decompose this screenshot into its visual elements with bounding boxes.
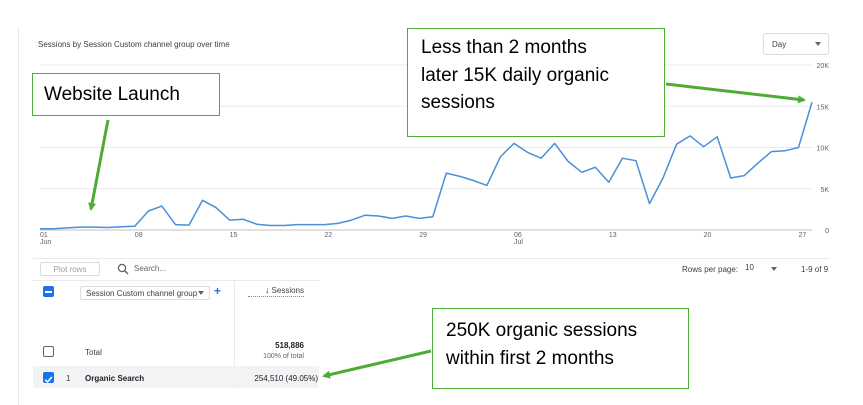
total-sessions-value: 518,886	[275, 341, 304, 350]
chevron-down-icon	[815, 42, 821, 46]
sessions-column-header[interactable]: ↓ Sessions	[248, 285, 304, 297]
x-tick-sublabel: Jul	[514, 239, 523, 246]
pagination-text: 1-9 of 9	[801, 265, 829, 274]
x-tick-label: 22	[324, 232, 332, 239]
rows-per-page-label: Rows per page:	[682, 265, 739, 274]
two-fifty-k-sessions-callout: 250K organic sessions within first 2 mon…	[432, 308, 689, 389]
y-tick-label: 15K	[817, 104, 830, 111]
sort-down-arrow-icon: ↓	[265, 285, 270, 295]
row-checkbox-checked[interactable]	[43, 372, 54, 384]
granularity-value: Day	[772, 39, 787, 49]
y-tick-label: 0	[825, 228, 829, 235]
dimension-label: Session Custom channel group	[86, 288, 198, 298]
x-tick-label: 20	[704, 232, 712, 239]
total-percentage: 100% of total	[263, 353, 304, 360]
sessions-series-line	[40, 101, 813, 230]
toolbar-divider	[33, 258, 830, 259]
rows-per-page-select[interactable]: 10	[745, 263, 783, 275]
table-header-divider	[33, 280, 319, 281]
x-tick-label: 15	[230, 232, 238, 239]
row-channel-name[interactable]: Organic Search	[85, 374, 145, 383]
left-divider	[18, 28, 19, 405]
x-tick-label: 27	[798, 232, 806, 239]
two-fifty-k-arrow	[322, 349, 432, 379]
select-all-checkbox[interactable]	[43, 286, 54, 297]
chart-title: Sessions by Session Custom channel group…	[38, 40, 230, 49]
fifteen-k-sessions-callout: Less than 2 months later 15K daily organ…	[407, 28, 665, 137]
x-tick-label: 06	[514, 232, 522, 239]
checkmark-icon	[44, 376, 53, 384]
row-sessions-value: 254,510 (49.05%)	[254, 374, 318, 383]
search-input[interactable]	[134, 262, 294, 275]
sessions-header-label: Sessions	[271, 286, 304, 295]
y-tick-label: 5K	[820, 187, 829, 194]
total-label: Total	[85, 348, 102, 357]
total-row-checkbox[interactable]	[43, 346, 54, 357]
y-tick-label: 10K	[817, 146, 830, 153]
y-tick-label: 20K	[817, 63, 830, 70]
column-divider	[234, 281, 235, 389]
chevron-down-icon	[771, 267, 777, 271]
x-tick-sublabel: Jun	[40, 239, 51, 246]
website-launch-callout: Website Launch	[32, 73, 220, 116]
table-row[interactable]	[33, 366, 319, 388]
search-icon	[117, 263, 129, 275]
plot-rows-button[interactable]: Plot rows	[40, 262, 100, 276]
add-dimension-plus-icon[interactable]: +	[214, 284, 222, 298]
x-tick-label: 13	[609, 232, 617, 239]
rows-per-page-value: 10	[745, 263, 754, 272]
x-tick-label: 08	[135, 232, 143, 239]
chevron-down-icon	[198, 291, 204, 295]
dimension-select[interactable]: Session Custom channel group	[80, 286, 210, 300]
x-tick-label: 01	[40, 232, 48, 239]
granularity-select[interactable]: Day	[763, 33, 829, 55]
row-index: 1	[66, 374, 71, 383]
x-tick-label: 29	[419, 232, 427, 239]
